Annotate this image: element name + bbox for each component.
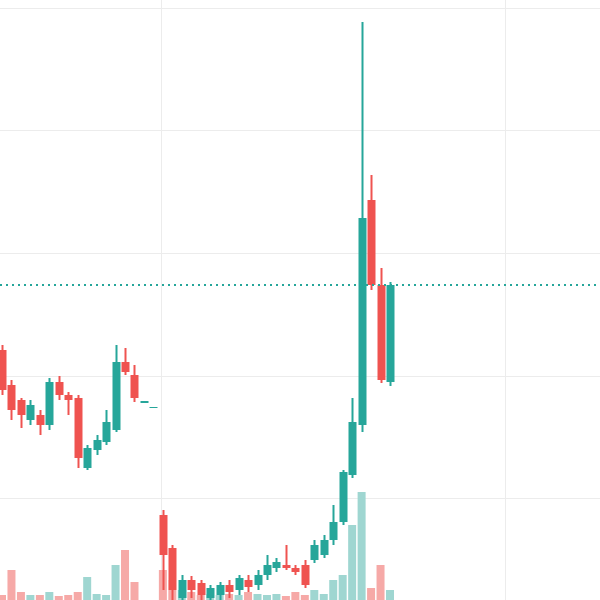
candle-body [339,472,348,522]
volume-bar [64,595,73,600]
volume-bar [130,582,139,600]
candle-body [244,580,253,587]
candle-body [178,580,187,598]
candle-body [7,385,16,410]
volume-bar [367,588,376,600]
candle-body [17,400,26,415]
candle-body [235,578,244,590]
candle-body [367,200,376,285]
candle-body [348,422,357,475]
candle-body [130,375,139,398]
volume-bar [102,595,111,600]
volume-bar [244,592,253,600]
candle-body [291,568,300,572]
candle-body [159,515,168,555]
volume-bar [54,596,63,600]
candle-body [45,382,54,425]
volume-bar [7,570,16,600]
candle-body [140,401,149,403]
candle-body [272,562,281,568]
volume-bar [92,594,101,600]
volume-bar [376,565,385,600]
candle-body [225,585,234,592]
candle-body [329,522,338,540]
candle-body [0,350,7,390]
volume-bar [272,594,281,600]
candle-body [36,415,45,425]
volume-bar [291,592,300,600]
candle-body [301,565,310,585]
candle-body [254,575,263,585]
volume-bar [386,590,394,600]
volume-bar [338,575,347,600]
candle-body [358,218,367,425]
volume-bar [310,590,319,600]
candle-body [26,405,35,420]
volume-bar [45,592,54,600]
candle-body [74,398,83,458]
candle-body [55,382,64,395]
candle-body [282,565,291,568]
volume-bar [0,595,6,600]
volume-bar [329,580,338,600]
candle-body [216,585,225,595]
volume-bar [83,577,92,600]
volume-bar [16,592,25,600]
volume-bar [300,595,309,600]
candle-body [112,362,121,430]
candle-body [320,540,329,555]
candle-body [149,407,158,408]
volume-bar [73,592,82,600]
candle-body [377,285,386,380]
candle-body [121,362,130,372]
volume-bar [111,565,120,600]
volume-bar [121,550,130,600]
volume-bar [348,525,357,600]
volume-bar [234,595,243,600]
candle-body [168,548,177,590]
volume-bar [357,492,366,600]
candle-body [310,545,319,560]
volume-bar [35,595,44,600]
candle-body [102,422,111,442]
volume-bar [262,595,271,600]
volume-bar [26,595,35,600]
candle-body [263,565,272,575]
candle-body [64,395,73,400]
volume-bar [253,594,262,600]
candle-body [187,580,196,590]
candle-body [386,285,395,382]
candle-body [206,588,215,598]
volume-bar [319,594,328,600]
candle-body [197,583,206,595]
candle-body [83,448,92,468]
volume-bar [281,596,290,600]
candle-body [93,440,102,450]
